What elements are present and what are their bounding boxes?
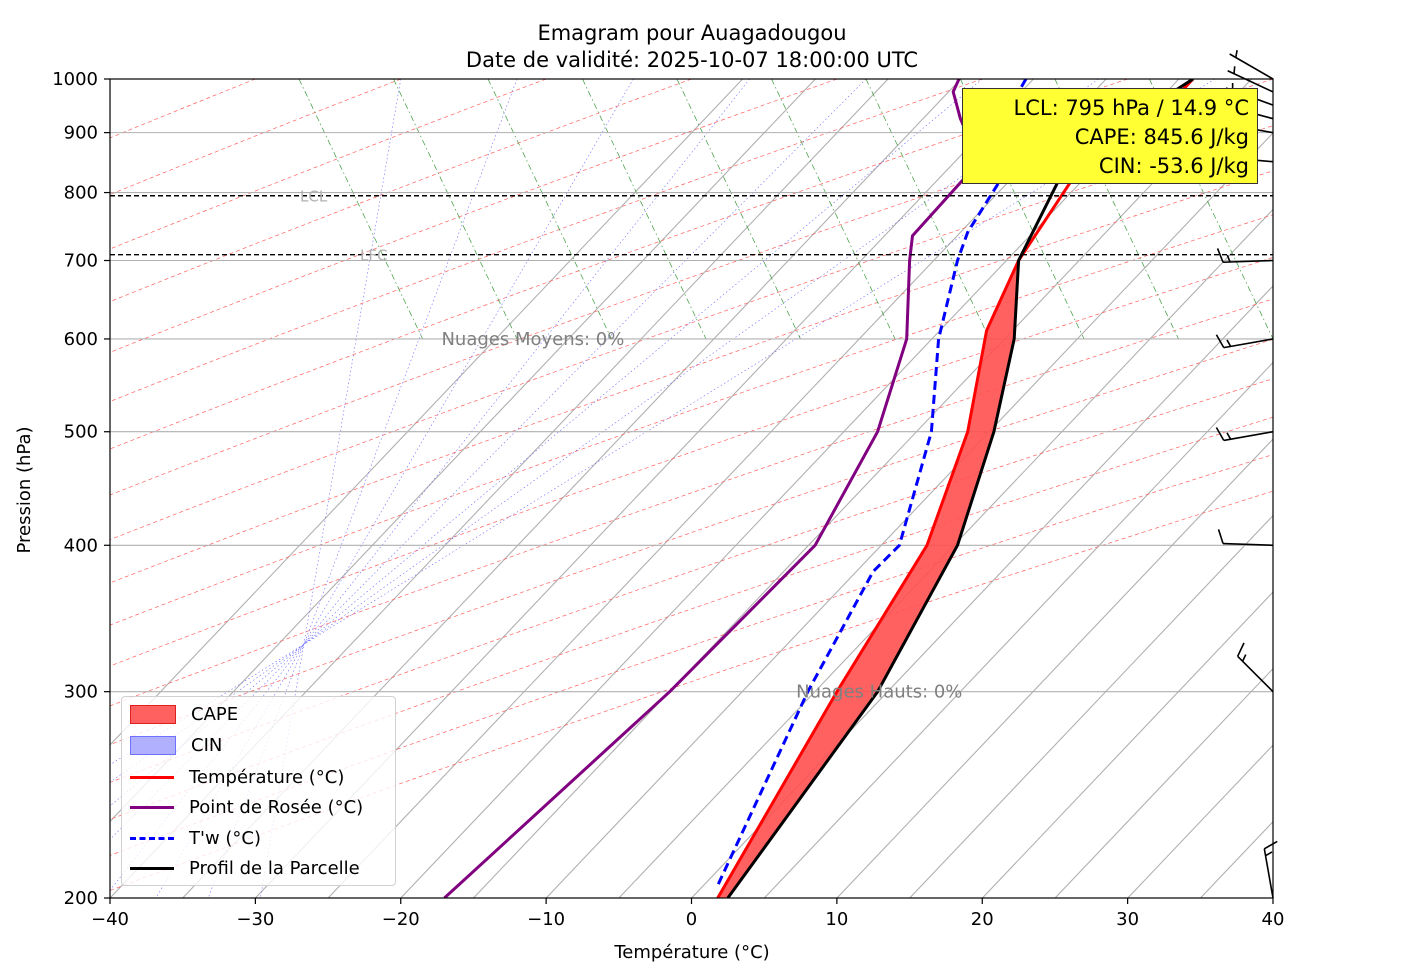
legend-item-dewpoint: Point de Rosée (°C)	[130, 795, 363, 819]
legend-label-wetbulb: T'w (°C)	[189, 827, 261, 849]
isotherm-line	[618, 208, 1273, 898]
mixing-ratio-line	[487, 79, 612, 340]
info-cape: CAPE: 845.6 J/kg	[1074, 125, 1249, 149]
mixing-ratio-line	[393, 79, 518, 340]
wind-barb	[1215, 334, 1274, 349]
isotherm-line	[982, 591, 1273, 898]
wetbulb-line	[716, 79, 1028, 887]
dewpoint-line	[443, 79, 981, 898]
legend-swatch-cin	[130, 735, 176, 755]
mixing-ratio-line	[1149, 79, 1273, 340]
isotherm-line	[1127, 744, 1273, 898]
legend-swatch-temperature	[130, 767, 174, 787]
mixing-ratio-line	[865, 79, 990, 340]
lfc-label: LFC	[360, 247, 387, 265]
x-tick-label: 20	[971, 909, 994, 930]
isotherm-line	[110, 79, 744, 746]
y-tick-label: 900	[64, 123, 98, 144]
lcl-label: LCL	[300, 188, 328, 206]
mixing-ratio-line	[771, 79, 896, 340]
x-tick-label: 0	[686, 909, 697, 930]
isotherm-line	[763, 361, 1273, 898]
legend-label-temperature: Température (°C)	[189, 766, 345, 788]
x-tick-label: −20	[382, 909, 420, 930]
y-axis-ticks: 200 300 400 500 600 700 800 900 1000	[52, 69, 110, 909]
x-axis-label: Température (°C)	[613, 942, 769, 963]
moist-adiabat-line	[110, 79, 750, 891]
x-axis-ticks: −40 −30 −20 −10 0 10 20 30 40	[91, 898, 1284, 930]
lfc-lcl-levels: LFC LCL	[110, 188, 1273, 265]
isotherm-line	[1054, 667, 1273, 898]
legend-item-cin: CIN	[130, 733, 222, 757]
dry-adiabat-line	[110, 79, 547, 250]
y-tick-label: 400	[64, 535, 98, 556]
mixing-ratio-line	[1054, 79, 1179, 340]
wind-barb	[1215, 427, 1274, 442]
isotherm-line	[1272, 897, 1273, 898]
y-axis-label: Pression (hPa)	[14, 426, 35, 553]
isotherm-line	[836, 438, 1273, 898]
cloud-label: Nuages Moyens: 0%	[441, 329, 624, 350]
y-tick-label: 600	[64, 329, 98, 350]
legend-item-cape: CAPE	[130, 702, 238, 726]
stability-info-box: LCL: 795 hPa / 14.9 °C CAPE: 845.6 J/kg …	[962, 88, 1258, 184]
mixing-ratio-line	[582, 79, 707, 340]
x-tick-label: −40	[91, 909, 129, 930]
x-tick-label: −30	[236, 909, 274, 930]
wind-barb	[1217, 529, 1274, 547]
chart-legend: CAPE CIN Température (°C) Point de Rosée…	[121, 696, 396, 886]
isotherm-line	[327, 79, 1107, 898]
y-tick-label: 200	[64, 888, 98, 909]
legend-swatch-parcel	[130, 858, 174, 878]
mixing-ratio-line	[960, 79, 1085, 340]
wind-barb	[1236, 642, 1274, 693]
mixing-ratio-line	[676, 79, 801, 340]
y-tick-label: 500	[64, 422, 98, 443]
legend-label-cape: CAPE	[191, 703, 239, 725]
x-tick-label: −10	[527, 909, 565, 930]
legend-item-temperature: Température (°C)	[130, 765, 344, 789]
cloud-label: Nuages Hauts: 0%	[796, 682, 962, 703]
y-tick-label: 700	[64, 251, 98, 272]
chart-subtitle: Date de validité: 2025-10-07 18:00:00 UT…	[466, 48, 918, 72]
isotherm-line	[1346, 79, 1404, 898]
info-cin: CIN: -53.6 J/kg	[1098, 154, 1249, 178]
dry-adiabat-line	[110, 79, 401, 195]
legend-item-wetbulb: T'w (°C)	[130, 826, 261, 850]
x-tick-label: 40	[1262, 909, 1285, 930]
isotherm-line	[473, 79, 1252, 898]
wind-barb	[1229, 50, 1274, 80]
dry-adiabat-line	[110, 416, 1273, 820]
legend-swatch-wetbulb	[130, 828, 174, 848]
isotherm-line	[1200, 820, 1273, 898]
legend-label-parcel: Profil de la Parcelle	[189, 857, 360, 879]
x-tick-label: 30	[1116, 909, 1139, 930]
legend-swatch-dewpoint	[130, 797, 174, 817]
legend-item-parcel: Profil de la Parcelle	[130, 856, 360, 880]
mixing-ratio-line	[298, 79, 423, 340]
wind-barb	[1227, 66, 1274, 93]
dry-adiabat-line	[110, 490, 1273, 891]
legend-swatch-cape	[130, 704, 176, 724]
y-tick-label: 1000	[52, 69, 98, 90]
y-tick-label: 300	[64, 682, 98, 703]
legend-label-cin: CIN	[191, 734, 223, 756]
y-tick-label: 800	[64, 183, 98, 204]
x-tick-label: 10	[825, 909, 848, 930]
legend-label-dewpoint: Point de Rosée (°C)	[189, 796, 364, 818]
isotherm-line	[909, 514, 1273, 898]
moist-adiabat-line	[110, 79, 867, 840]
wind-barb	[1263, 840, 1278, 899]
wind-barb	[1216, 248, 1274, 264]
chart-title: Emagram pour Auagadougou	[537, 21, 846, 45]
info-lcl: LCL: 795 hPa / 14.9 °C	[1013, 96, 1250, 120]
